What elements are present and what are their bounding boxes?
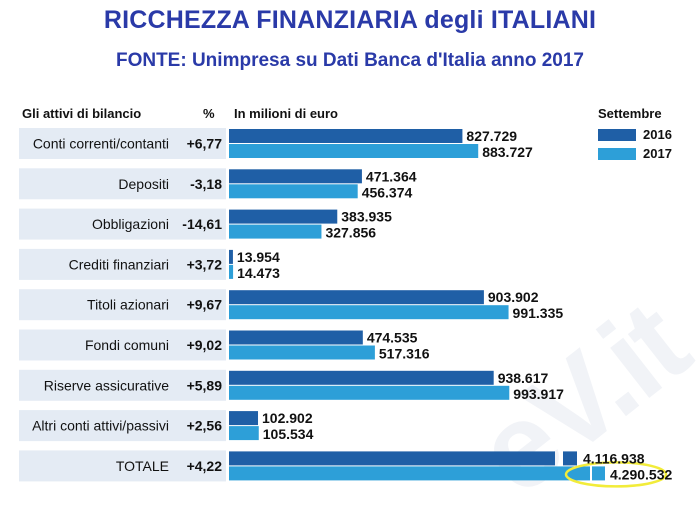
category-column-header: Gli attivi di bilancio bbox=[22, 106, 142, 121]
data-label-2017: 991.335 bbox=[513, 305, 564, 321]
data-label-2016: 471.364 bbox=[366, 168, 417, 184]
data-label-2016: 383.935 bbox=[341, 209, 392, 225]
bar-2016-break-segment bbox=[563, 451, 577, 466]
data-label-2016: 938.617 bbox=[498, 370, 549, 386]
bar-2017 bbox=[229, 264, 234, 279]
data-label-2016: 13.954 bbox=[237, 249, 280, 265]
chart-title: RICCHEZZA FINANZIARIA degli ITALIANI bbox=[103, 6, 597, 34]
data-label-2016: 474.535 bbox=[367, 330, 418, 346]
category-label: Depositi bbox=[118, 176, 169, 192]
bar-2017 bbox=[229, 305, 509, 320]
category-label: Obbligazioni bbox=[92, 216, 169, 232]
values-column-header: In milioni di euro bbox=[234, 106, 338, 121]
legend-swatch-2016 bbox=[598, 129, 636, 141]
legend-label-2016: 2016 bbox=[643, 127, 672, 142]
bar-2017-break-segment bbox=[592, 466, 605, 481]
data-label-2017: 883.727 bbox=[482, 144, 533, 160]
bar-2017 bbox=[229, 144, 479, 158]
bar-2016 bbox=[229, 209, 338, 224]
percent-label: +4,22 bbox=[187, 458, 223, 474]
bar-2016 bbox=[229, 451, 555, 466]
category-row-bg bbox=[19, 128, 226, 159]
chart-subtitle: FONTE: Unimpresa su Dati Banca d'Italia … bbox=[115, 50, 585, 71]
bar-2017 bbox=[229, 385, 510, 400]
percent-label: +9,02 bbox=[187, 337, 223, 353]
category-label: Altri conti attivi/passivi bbox=[32, 418, 169, 434]
data-label-2016: 4.116.938 bbox=[583, 450, 645, 466]
category-label: TOTALE bbox=[116, 458, 169, 474]
data-label-2017: 517.316 bbox=[379, 346, 430, 362]
legend-title: Settembre bbox=[598, 106, 662, 121]
percent-label: -14,61 bbox=[182, 216, 222, 232]
bar-2016 bbox=[229, 330, 363, 345]
data-label-2016: 827.729 bbox=[466, 128, 517, 144]
category-label: Crediti finanziari bbox=[69, 256, 169, 272]
bar-2016 bbox=[229, 411, 259, 426]
percent-label: -3,18 bbox=[190, 176, 222, 192]
bar-2016 bbox=[229, 169, 362, 184]
bar-2017 bbox=[229, 466, 590, 481]
category-row-bg bbox=[19, 289, 226, 321]
data-label-2017: 327.856 bbox=[325, 225, 376, 241]
legend-label-2017: 2017 bbox=[643, 146, 672, 161]
percent-label: +2,56 bbox=[187, 418, 223, 434]
bar-2016 bbox=[229, 249, 233, 264]
data-label-2017: 456.374 bbox=[362, 184, 413, 200]
category-label: Fondi comuni bbox=[85, 337, 169, 353]
percent-label: +9,67 bbox=[187, 297, 223, 313]
percent-label: +5,89 bbox=[187, 377, 223, 393]
category-label: Conti correnti/contanti bbox=[33, 136, 169, 152]
category-row-bg bbox=[19, 248, 226, 280]
data-label-2016: 102.902 bbox=[262, 410, 313, 426]
percent-label: +6,77 bbox=[187, 136, 223, 152]
data-label-2017: 4.290.532 bbox=[610, 466, 672, 482]
category-row-bg bbox=[19, 208, 226, 240]
total-highlight-ellipse bbox=[564, 461, 668, 488]
bar-chart: Conti correnti/contanti +6,77 827.729883.7… bbox=[19, 128, 672, 488]
bar-2016 bbox=[229, 370, 494, 385]
category-label: Riserve assicurative bbox=[44, 377, 169, 393]
bar-2016 bbox=[229, 290, 484, 305]
bar-2017 bbox=[229, 184, 358, 199]
bar-2016 bbox=[229, 129, 463, 143]
data-label-2017: 993.917 bbox=[513, 386, 564, 402]
bar-2017 bbox=[229, 224, 322, 239]
category-row-bg bbox=[19, 329, 226, 361]
category-row-bg bbox=[19, 168, 226, 200]
data-label-2017: 14.473 bbox=[237, 265, 280, 281]
category-label: Titoli azionari bbox=[87, 297, 169, 313]
bar-2017 bbox=[229, 345, 375, 360]
data-label-2017: 105.534 bbox=[263, 426, 314, 442]
percent-label: +3,72 bbox=[187, 256, 223, 272]
category-row-bg bbox=[19, 450, 226, 482]
data-label-2016: 903.902 bbox=[488, 289, 539, 305]
category-row-bg bbox=[19, 410, 226, 442]
bar-2017 bbox=[229, 426, 259, 441]
legend-swatch-2017 bbox=[598, 148, 636, 160]
percent-column-header: % bbox=[203, 106, 215, 121]
category-row-bg bbox=[19, 369, 226, 401]
